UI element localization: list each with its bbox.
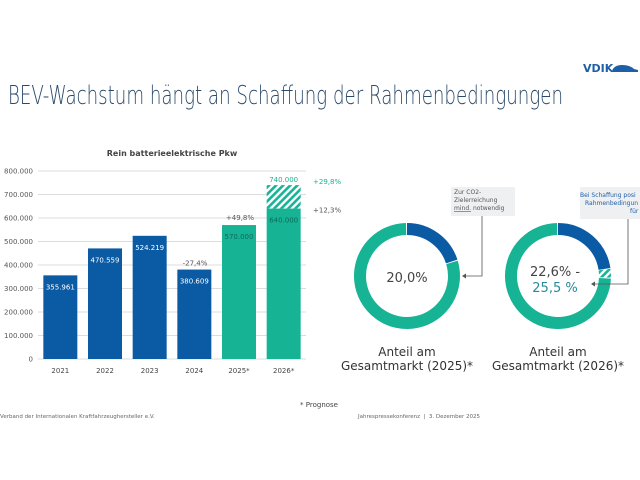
callout-2025: Zur CO2- Zielerreichung mind. notwendig — [451, 187, 515, 279]
donut-2025 — [354, 223, 460, 329]
donut-2026-center-label-1: 22,6% - — [530, 265, 580, 280]
y-tick-label: 400.000 — [4, 262, 33, 270]
bar-forecast-upper — [266, 185, 301, 209]
caption-2025-line2: Gesamtmarkt (2025)* — [341, 359, 473, 373]
y-tick-label: 700.000 — [4, 191, 33, 199]
bar-2024 — [177, 269, 212, 359]
y-tick-label: 200.000 — [4, 309, 33, 317]
donut-2026 — [505, 223, 611, 329]
callout-2026: Bei Schaffung posi Rahmenbedingun für — [580, 187, 640, 287]
data-label: 524.219 — [135, 244, 164, 252]
y-tick-label: 500.000 — [4, 238, 33, 246]
donut-rest-segment — [505, 223, 611, 329]
car-icon — [612, 65, 638, 72]
callout-2025-line2: Zielerreichung — [454, 197, 498, 204]
annotation-2025: +49,8% — [226, 214, 254, 222]
data-label: 570.000 — [225, 233, 254, 241]
callout-2026-line1: Bei Schaffung posi — [580, 192, 636, 199]
caption-2026-line1: Anteil am — [529, 345, 586, 359]
bar-2021 — [43, 275, 78, 359]
x-tick-label: 2023 — [141, 367, 159, 375]
annotation-2026-low: +12,3% — [313, 207, 341, 215]
donut-bev-segment — [557, 223, 611, 271]
x-tick-label: 2024 — [185, 367, 203, 375]
arrow-icon — [591, 281, 595, 287]
donut-2025-center-label: 20,0% — [386, 271, 427, 286]
footnote: * Prognose — [300, 401, 338, 409]
callout-2026-line3: für — [630, 208, 639, 215]
annotation-2026-high: +29,8% — [313, 178, 341, 186]
x-tick-label: 2022 — [96, 367, 114, 375]
y-tick-label: 600.000 — [4, 215, 33, 223]
donut-rest-segment — [354, 223, 460, 329]
data-label: 640.000 — [269, 217, 298, 225]
caption-2026-line2: Gesamtmarkt (2026)* — [492, 359, 624, 373]
x-tick-label: 2026* — [273, 367, 295, 375]
y-tick-label: 300.000 — [4, 285, 33, 293]
logo-text: VDIK — [583, 62, 614, 75]
bar-2022 — [88, 248, 122, 359]
arrow-icon — [462, 273, 466, 279]
data-label-upper: 740.000 — [269, 176, 298, 184]
y-tick-label: 100.000 — [4, 332, 33, 340]
callout-2026-line2: Rahmenbedingun — [585, 200, 638, 207]
donut-bev-segment — [406, 223, 458, 264]
bar-2026* — [266, 208, 301, 359]
bar-2025* — [222, 225, 256, 359]
donut-2026-center-label-2: 25,5 % — [532, 281, 577, 296]
footer-right: Jahrespressekonferenz | 3. Dezember 2025 — [357, 414, 481, 420]
x-tick-label: 2021 — [51, 367, 69, 375]
footer-left: Verband der Internationalen Kraftfahrzeu… — [0, 414, 155, 420]
bar-2023 — [132, 235, 167, 359]
callout-2025-line3: mind. notwendig — [454, 205, 505, 212]
data-label: 355.961 — [46, 283, 75, 291]
data-label: 470.559 — [91, 256, 120, 264]
chart-title: Rein batterieelektrische Pkw — [107, 149, 238, 158]
data-label: 380.609 — [180, 278, 209, 286]
y-tick-label: 800.000 — [4, 168, 33, 176]
page-title: BEV-Wachstum hängt an Schaffung der Rahm… — [8, 81, 563, 111]
callout-2025-line1: Zur CO2- — [454, 189, 481, 196]
annotation-2024: -27,4% — [183, 260, 208, 268]
bar-chart: Rein batterieelektrische Pkw 0 100.000 200… — [4, 149, 341, 375]
y-tick-label: 0 — [29, 356, 33, 364]
x-tick-label: 2025* — [228, 367, 250, 375]
caption-2025-line1: Anteil am — [378, 345, 435, 359]
vdik-logo: VDIK — [583, 62, 638, 75]
